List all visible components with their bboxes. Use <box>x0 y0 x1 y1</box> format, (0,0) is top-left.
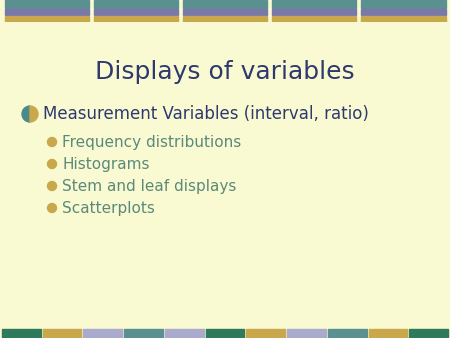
Circle shape <box>48 182 57 191</box>
Text: Displays of variables: Displays of variables <box>95 60 355 84</box>
Bar <box>409 329 448 338</box>
Text: Measurement Variables (interval, ratio): Measurement Variables (interval, ratio) <box>43 105 369 123</box>
Text: Scatterplots: Scatterplots <box>62 200 155 216</box>
Bar <box>183 0 267 8</box>
Bar <box>369 329 407 338</box>
Bar <box>361 9 446 15</box>
Text: Histograms: Histograms <box>62 156 149 171</box>
Bar <box>4 16 89 22</box>
Bar <box>272 9 356 15</box>
Text: Stem and leaf displays: Stem and leaf displays <box>62 178 236 193</box>
Circle shape <box>48 160 57 169</box>
Circle shape <box>48 203 57 213</box>
Bar <box>43 329 81 338</box>
Bar <box>272 16 356 22</box>
Circle shape <box>48 138 57 146</box>
Bar <box>183 16 267 22</box>
Bar <box>361 16 446 22</box>
Wedge shape <box>30 106 38 122</box>
Text: Frequency distributions: Frequency distributions <box>62 135 241 149</box>
Bar <box>2 329 41 338</box>
Bar <box>94 9 178 15</box>
Bar <box>328 329 367 338</box>
Bar <box>94 0 178 8</box>
Bar <box>165 329 204 338</box>
Bar <box>272 0 356 8</box>
Bar <box>246 329 285 338</box>
Bar <box>4 9 89 15</box>
Wedge shape <box>22 106 30 122</box>
Bar <box>361 0 446 8</box>
Bar <box>83 329 122 338</box>
Bar <box>183 9 267 15</box>
Bar <box>206 329 244 338</box>
Bar <box>94 16 178 22</box>
Bar <box>124 329 163 338</box>
Bar <box>287 329 326 338</box>
Bar <box>4 0 89 8</box>
